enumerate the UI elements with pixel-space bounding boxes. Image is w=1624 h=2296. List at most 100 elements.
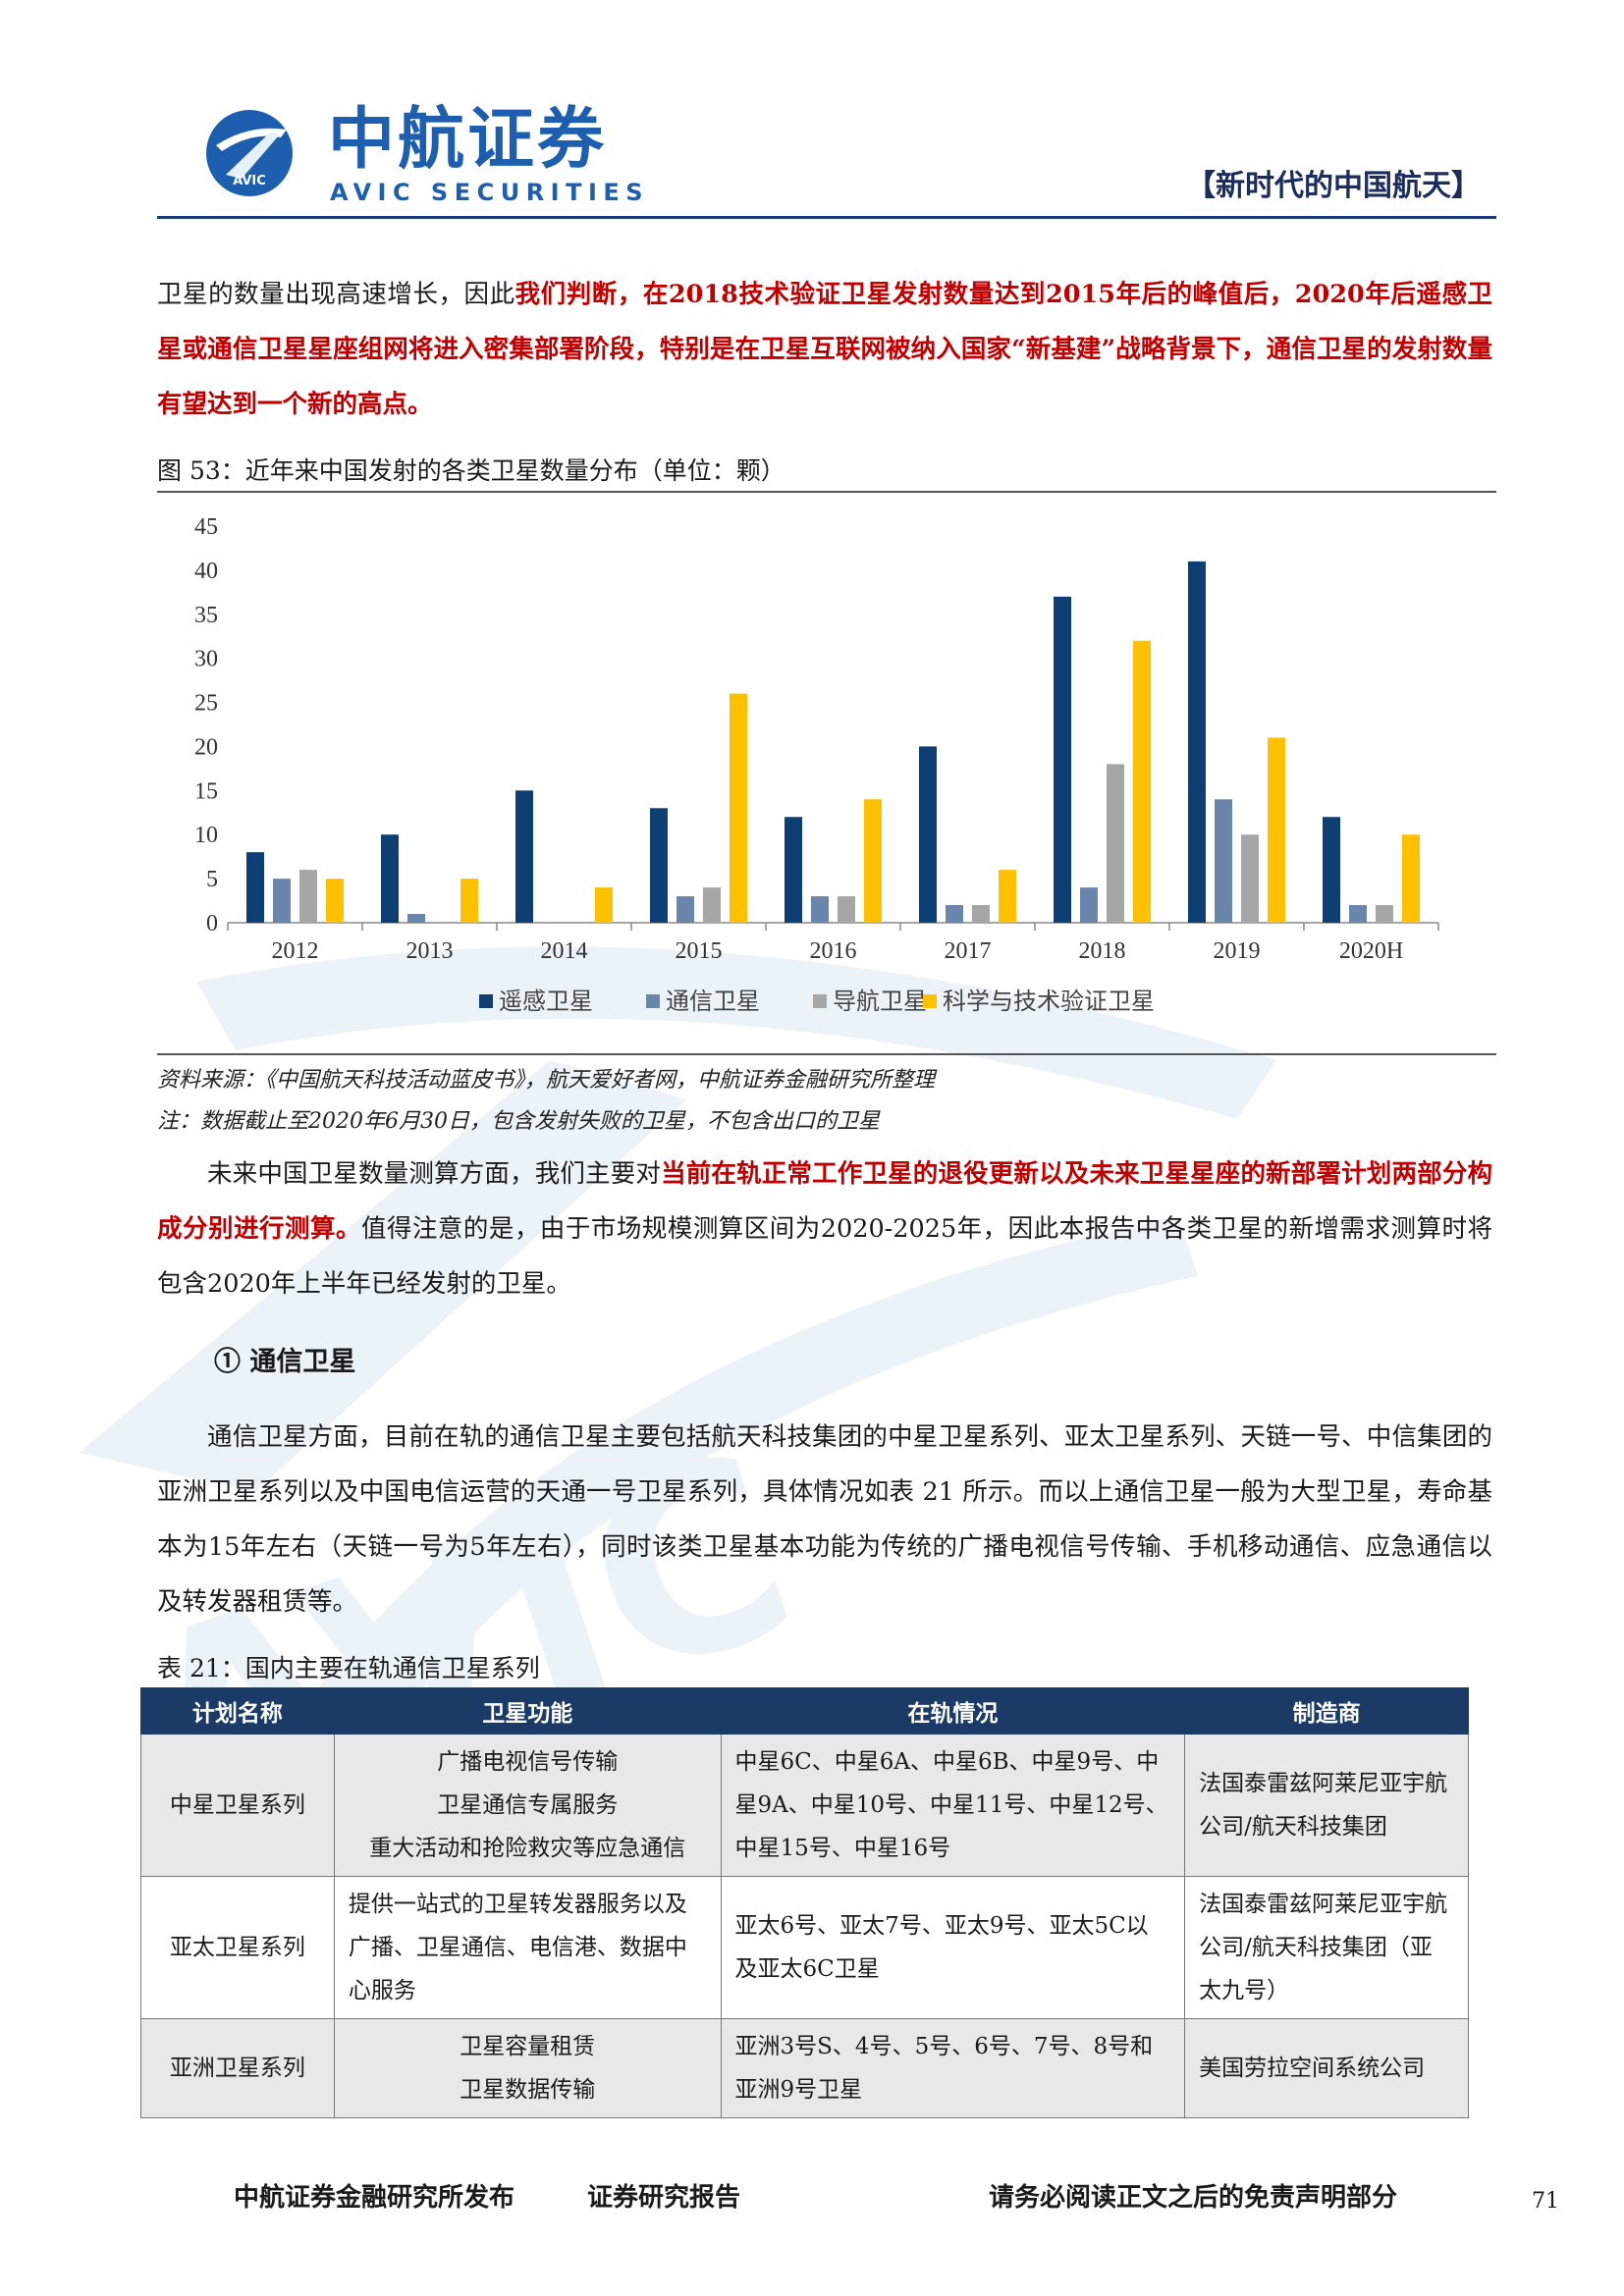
y-tick-label: 40 — [194, 559, 218, 584]
plan-name-cell: 中星卫星系列 — [140, 1734, 335, 1877]
legend-swatch-3 — [923, 994, 937, 1008]
figure-source: 资料来源：《中国航天科技活动蓝皮书》，航天爱好者网，中航证券金融研究所整理 — [157, 1068, 936, 1093]
bar-2017-2 — [972, 905, 990, 923]
legend-label-2: 导航卫星 — [833, 988, 927, 1015]
table-header-cell: 卫星功能 — [333, 1687, 722, 1735]
bar-2018-1 — [1080, 887, 1098, 923]
avic-logo-icon: AVIC — [206, 110, 293, 196]
satellite-series-table: 计划名称 卫星功能 在轨情况 制造商 中星卫星系列 广播电视信号传输 卫星通信专… — [140, 1687, 1469, 2118]
function-cell: 提供一站式的卫星转发器服务以及广播、卫星通信、电信港、数据中心服务 — [333, 1876, 722, 2019]
intro-plain: 卫星的数量出现高速增长，因此 — [157, 280, 515, 309]
bar-2012-1 — [273, 879, 291, 923]
legend-label-0: 遥感卫星 — [499, 988, 593, 1015]
header-divider — [157, 216, 1496, 219]
bar-2012-2 — [299, 870, 317, 923]
bar-2015-1 — [677, 896, 694, 923]
bar-2019-0 — [1188, 561, 1206, 923]
y-tick-label: 45 — [194, 514, 218, 540]
y-tick-label: 20 — [194, 734, 218, 760]
bar-2017-1 — [946, 905, 963, 923]
company-logo: AVIC 中航证券 AVIC SECURITIES — [202, 102, 909, 210]
table-header-row: 计划名称 卫星功能 在轨情况 制造商 — [140, 1687, 1469, 1735]
status-cell: 亚太6号、亚太7号、亚太9号、亚太5C以及亚太6C卫星 — [720, 1876, 1186, 2019]
x-tick-label: 2017 — [945, 938, 992, 964]
bar-2016-0 — [785, 817, 802, 923]
legend-label-3: 科学与技术验证卫星 — [943, 988, 1155, 1015]
plan-name-cell: 亚太卫星系列 — [140, 1876, 335, 2019]
x-tick-label: 2015 — [676, 938, 723, 964]
maker-cell: 法国泰雷兹阿莱尼亚宇航公司/航天科技集团 — [1184, 1734, 1469, 1877]
table-header-cell: 在轨情况 — [720, 1687, 1186, 1735]
bar-2016-2 — [838, 896, 855, 923]
logo-badge-text: AVIC — [233, 174, 266, 188]
estimation-paragraph: 未来中国卫星数量测算方面，我们主要对当前在轨正常工作卫星的退役更新以及未来卫星星… — [157, 1147, 1492, 1311]
maker-cell: 法国泰雷兹阿莱尼亚宇航公司/航天科技集团（亚太九号） — [1184, 1876, 1469, 2019]
figure-top-rule — [157, 491, 1496, 493]
function-cell: 广播电视信号传输 卫星通信专属服务 重大活动和抢险救灾等应急通信 — [333, 1734, 722, 1877]
bar-2013-3 — [460, 879, 478, 923]
logo-english-name: AVIC SECURITIES — [330, 179, 650, 206]
bar-2014-0 — [515, 790, 533, 923]
bar-2015-0 — [650, 808, 668, 923]
x-tick-label: 2016 — [810, 938, 857, 964]
plan-name-cell: 亚洲卫星系列 — [140, 2018, 335, 2118]
intro-emphasis: 我们判断，在2018技术验证卫星发射数量达到2015年后的峰值后，2020年后遥… — [157, 280, 1492, 419]
figure-note: 注：数据截止至2020年6月30日，包含发射失败的卫星，不包含出口的卫星 — [157, 1109, 880, 1134]
bar-2012-0 — [246, 852, 264, 923]
bar-2015-3 — [730, 693, 747, 923]
status-cell: 亚洲3号S、4号、5号、6号、7号、8号和亚洲9号卫星 — [720, 2018, 1186, 2118]
maker-cell: 美国劳拉空间系统公司 — [1184, 2018, 1469, 2118]
y-tick-label: 25 — [194, 691, 218, 717]
table-row: 亚洲卫星系列 卫星容量租赁 卫星数据传输 亚洲3号S、4号、5号、6号、7号、8… — [140, 2018, 1469, 2118]
table-row: 亚太卫星系列 提供一站式的卫星转发器服务以及广播、卫星通信、电信港、数据中心服务… — [140, 1876, 1469, 2019]
section-tag: 【新时代的中国航天】 — [1186, 169, 1481, 203]
bar-2019-3 — [1268, 737, 1285, 923]
bar-2020H-0 — [1323, 817, 1340, 923]
bar-2017-0 — [919, 746, 937, 923]
footer-disclaimer: 请务必阅读正文之后的免责声明部分 — [989, 2183, 1398, 2213]
legend-swatch-1 — [646, 994, 660, 1008]
bar-2020H-1 — [1349, 905, 1367, 923]
table-row: 中星卫星系列 广播电视信号传输 卫星通信专属服务 重大活动和抢险救灾等应急通信 … — [140, 1734, 1469, 1877]
bar-2018-0 — [1054, 596, 1071, 923]
x-tick-label: 2018 — [1079, 938, 1126, 964]
bar-2016-3 — [864, 799, 882, 923]
bar-2012-3 — [326, 879, 344, 923]
x-tick-label: 2020H — [1339, 938, 1403, 964]
bar-2019-1 — [1215, 799, 1232, 923]
page-number: 71 — [1532, 2189, 1559, 2214]
figure-caption: 图 53：近年来中国发射的各类卫星数量分布（单位：颗） — [157, 456, 785, 485]
y-tick-label: 15 — [194, 778, 218, 804]
bar-2020H-2 — [1376, 905, 1393, 923]
para2-emphasis: 当前在轨正常工作卫星的退役更新以及未来卫星星座的新部署计划两部分构成分别进行测算… — [157, 1159, 1492, 1244]
x-tick-label: 2014 — [541, 938, 588, 964]
function-cell: 卫星容量租赁 卫星数据传输 — [333, 2018, 722, 2118]
footer-publisher: 中航证券金融研究所发布 — [234, 2183, 515, 2213]
bar-2018-3 — [1133, 640, 1151, 923]
table-header-cell: 计划名称 — [140, 1687, 335, 1735]
bar-2020H-3 — [1402, 834, 1420, 923]
legend-label-1: 通信卫星 — [666, 988, 760, 1015]
section-heading: ① 通信卫星 — [214, 1347, 356, 1377]
figure-bottom-rule — [157, 1053, 1496, 1055]
bar-2014-3 — [595, 887, 613, 923]
bar-2016-1 — [811, 896, 829, 923]
table-caption: 表 21：国内主要在轨通信卫星系列 — [157, 1654, 540, 1682]
x-tick-label: 2019 — [1214, 938, 1261, 964]
bar-2013-1 — [407, 914, 425, 923]
communication-satellite-paragraph: 通信卫星方面，目前在轨的通信卫星主要包括航天科技集团的中星卫星系列、亚太卫星系列… — [157, 1422, 1492, 1617]
x-tick-label: 2012 — [272, 938, 319, 964]
table-header-cell: 制造商 — [1184, 1687, 1469, 1735]
legend-swatch-2 — [813, 994, 827, 1008]
y-tick-label: 0 — [206, 911, 218, 936]
y-tick-label: 10 — [194, 823, 218, 848]
bar-2017-3 — [999, 870, 1016, 923]
bar-2019-2 — [1241, 834, 1259, 923]
status-cell: 中星6C、中星6A、中星6B、中星9号、中星9A、中星10号、中星11号、中星1… — [720, 1734, 1186, 1877]
legend-swatch-0 — [479, 994, 493, 1008]
satellite-bar-chart: 0 5 10 15 20 25 30 35 40 45 2012 2013 2014 2015 2016 20… — [194, 514, 1439, 1015]
bar-2015-2 — [703, 887, 721, 923]
logo-chinese-name: 中航证券 — [328, 101, 608, 179]
y-tick-label: 35 — [194, 603, 218, 628]
y-tick-label: 30 — [194, 647, 218, 672]
